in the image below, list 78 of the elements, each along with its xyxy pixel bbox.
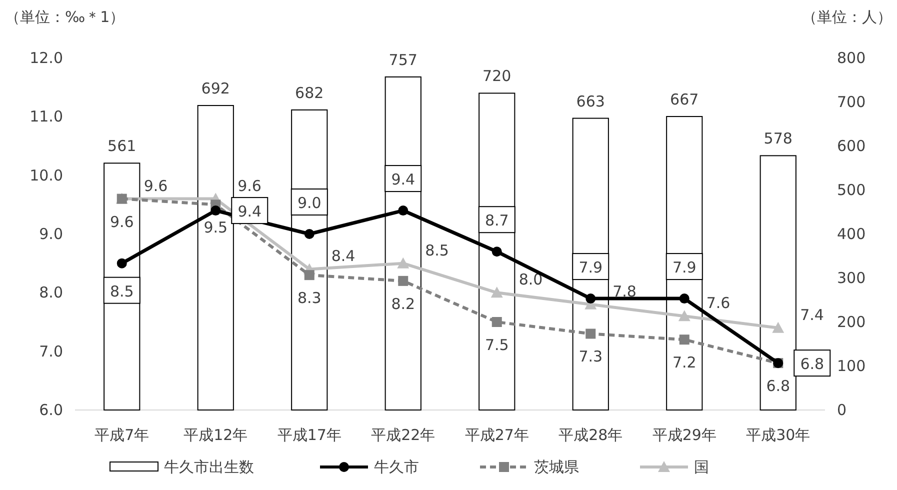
data-label: 7.9 xyxy=(578,258,603,277)
y2-tick-label: 800 xyxy=(837,49,866,67)
y-tick-label: 8.0 xyxy=(39,284,63,302)
data-label: 7.6 xyxy=(706,294,730,312)
point xyxy=(398,276,408,286)
y-tick-label: 12.0 xyxy=(30,49,63,67)
data-label: 8.5 xyxy=(110,282,134,300)
x-tick-label: 平成28年 xyxy=(558,426,623,444)
y2-tick-label: 100 xyxy=(837,357,866,375)
data-label: 9.5 xyxy=(204,218,228,237)
data-label: 7.5 xyxy=(484,336,509,354)
y2-tick-label: 300 xyxy=(837,269,866,287)
x-tick-label: 平成30年 xyxy=(746,426,810,444)
point xyxy=(210,206,221,216)
data-label: 8.4 xyxy=(331,247,356,266)
point xyxy=(679,294,690,304)
data-label: 8.2 xyxy=(391,294,416,313)
data-label: 757 xyxy=(388,50,418,69)
legend-label: 国 xyxy=(694,458,709,476)
x-tick-label: 平成27年 xyxy=(464,426,529,444)
legend-label: 牛久市 xyxy=(374,458,419,476)
point xyxy=(490,286,503,298)
data-label: 9.6 xyxy=(110,212,134,231)
point xyxy=(492,317,502,327)
x-tick-label: 平成29年 xyxy=(652,426,716,444)
data-label: 578 xyxy=(764,130,792,148)
x-tick-label: 平成22年 xyxy=(371,426,436,444)
y2-tick-label: 500 xyxy=(837,181,866,199)
data-label: 7.3 xyxy=(578,348,603,366)
y2-tick-label: 200 xyxy=(837,313,866,331)
data-label: 561 xyxy=(108,137,136,156)
data-label: 692 xyxy=(201,80,230,98)
y2-tick-label: 600 xyxy=(837,137,866,155)
data-label: 7.9 xyxy=(672,258,696,277)
point xyxy=(304,270,314,280)
data-label: 9.0 xyxy=(297,194,322,212)
data-label: 6.8 xyxy=(800,355,824,374)
y2-axis-title: （単位：人） xyxy=(802,8,892,26)
data-label: 9.4 xyxy=(391,170,416,189)
y-tick-label: 6.0 xyxy=(39,401,63,419)
point xyxy=(586,328,596,339)
data-label: 7.2 xyxy=(672,354,696,372)
x-tick-label: 平成17年 xyxy=(277,426,342,444)
data-label: 720 xyxy=(482,67,512,86)
point xyxy=(397,257,410,268)
x-tick-label: 平成12年 xyxy=(184,426,248,444)
data-label: 8.5 xyxy=(425,241,449,260)
y-tick-label: 11.0 xyxy=(30,108,63,126)
data-label: 682 xyxy=(295,84,324,102)
y-tick-label: 9.0 xyxy=(39,225,63,243)
y2-tick-label: 400 xyxy=(837,225,866,243)
data-label: 6.8 xyxy=(766,377,790,396)
legend-label: 茨城県 xyxy=(534,458,579,476)
point xyxy=(679,334,690,345)
legend-label: 牛久市出生数 xyxy=(164,458,254,476)
y-axis-title: （単位：‰＊1） xyxy=(5,8,125,26)
point xyxy=(586,294,596,304)
point xyxy=(304,229,314,239)
data-label: 8.3 xyxy=(297,289,322,308)
data-label: 667 xyxy=(670,90,699,109)
y-tick-label: 7.0 xyxy=(39,342,63,360)
point xyxy=(492,246,502,257)
point xyxy=(772,322,784,333)
point xyxy=(116,258,127,268)
data-label: 7.4 xyxy=(800,306,824,324)
data-label: 9.6 xyxy=(144,176,168,195)
x-tick-label: 平成7年 xyxy=(94,426,150,444)
data-label: 9.6 xyxy=(238,176,262,195)
data-label: 663 xyxy=(576,92,605,110)
data-label: 7.8 xyxy=(612,282,636,300)
data-label: 8.7 xyxy=(484,212,509,230)
point xyxy=(678,310,690,322)
y-tick-label: 10.0 xyxy=(30,166,63,184)
y2-tick-label: 0 xyxy=(837,401,847,419)
data-label: 8.0 xyxy=(518,270,543,289)
data-label: 9.4 xyxy=(238,202,262,221)
y2-tick-label: 700 xyxy=(837,93,866,111)
point xyxy=(398,206,408,216)
